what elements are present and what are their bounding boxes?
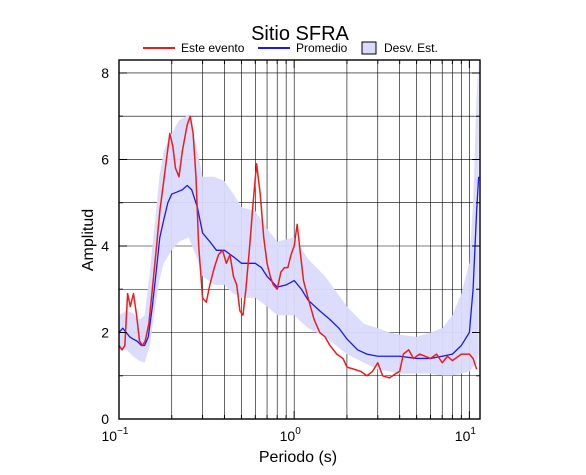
- plot-border: [118, 59, 481, 420]
- legend-swatch-desv-est: [361, 41, 377, 55]
- plot-frame: [118, 59, 481, 420]
- legend-label-promedio: Promedio: [296, 41, 348, 55]
- y-tick-label: 4: [101, 238, 109, 254]
- y-tick-label: 0: [101, 411, 109, 427]
- y-tick-label: 6: [101, 151, 109, 167]
- x-axis-label: Periodo (s): [259, 449, 337, 466]
- series-line-este-evento: [118, 115, 478, 379]
- legend-label-este-evento: Este evento: [181, 41, 245, 55]
- std-band: [119, 60, 479, 376]
- x-tick-label: 10−1: [102, 426, 129, 444]
- legend-label-desv-est: Desv. Est.: [384, 41, 438, 55]
- y-tick-label: 2: [101, 324, 109, 340]
- x-tick-label: 100: [280, 426, 302, 444]
- series-layer: [118, 115, 480, 379]
- y-axis-label: Amplitud: [80, 209, 97, 271]
- legend: Este evento Promedio Desv. Est.: [143, 41, 438, 55]
- chart-title: Sitio SFRA: [251, 23, 349, 45]
- std-band-layer: [119, 60, 479, 376]
- y-tick-label: 8: [101, 65, 109, 81]
- x-tick-label: 101: [455, 426, 477, 444]
